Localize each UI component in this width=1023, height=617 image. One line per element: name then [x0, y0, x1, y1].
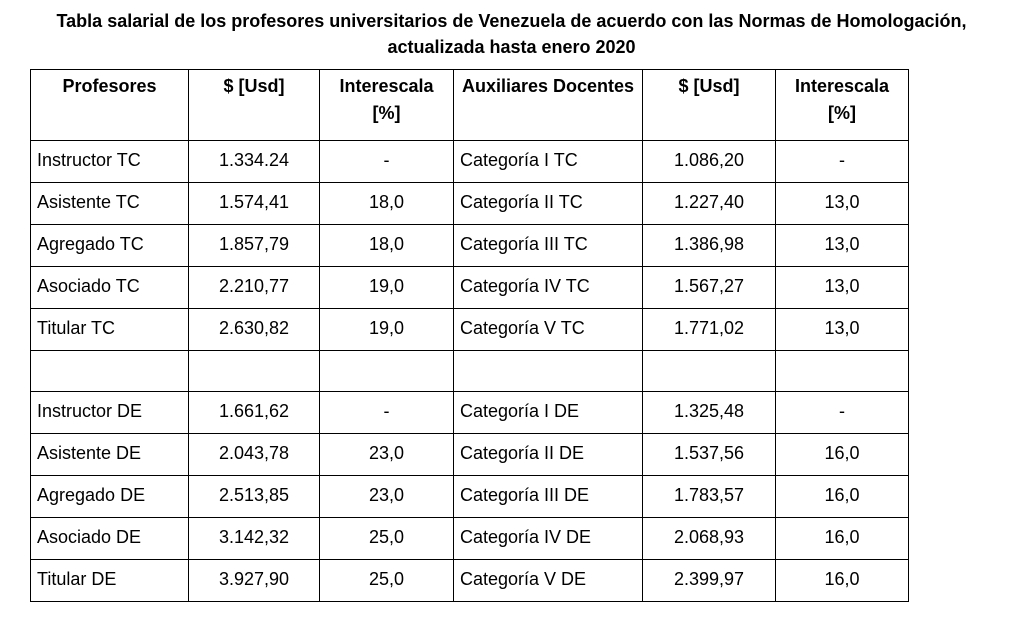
auxiliar-cell: Categoría I TC [453, 140, 643, 183]
table-row: Instructor TC 1.334.24- Categoría I TC 1.08… [30, 140, 909, 183]
profesor-cell: Agregado TC [30, 224, 189, 267]
profesor-interescala-cell: 18,0 [319, 224, 454, 267]
auxiliar-usd-cell: 1.783,57 [642, 475, 776, 518]
profesor-interescala-cell: 19,0 [319, 308, 454, 351]
profesor-interescala-cell: - [319, 391, 454, 434]
profesor-cell: Asociado DE [30, 517, 189, 560]
profesor-interescala-cell: 19,0 [319, 266, 454, 309]
table-header: Profesores $ [Usd] Interescala [%] Auxil… [30, 69, 909, 141]
header-row: Profesores $ [Usd] Interescala [%] Auxil… [30, 69, 909, 141]
profesor-usd-cell: 2.630,82 [188, 308, 320, 351]
profesor-interescala-cell: 23,0 [319, 433, 454, 476]
header-usd-auxiliares: $ [Usd] [642, 69, 776, 141]
auxiliar-interescala-cell [775, 350, 909, 392]
table-body: Instructor TC 1.334.24- Categoría I TC 1.08… [30, 140, 909, 602]
profesor-usd-cell: 2.513,85 [188, 475, 320, 518]
table-row: Asociado DE 3.142,32 25,0 Categoría IV DE 2.… [30, 517, 909, 560]
auxiliar-cell: Categoría III TC [453, 224, 643, 267]
profesor-usd-cell: 1.574,41 [188, 182, 320, 225]
auxiliar-interescala-cell: - [775, 140, 909, 183]
profesor-cell: Titular DE [30, 559, 189, 602]
table-row: Asociado TC 2.210,77 19,0 Categoría IV TC 1.… [30, 266, 909, 309]
profesor-cell: Titular TC [30, 308, 189, 351]
header-auxiliares-docentes: Auxiliares Docentes [453, 69, 643, 141]
auxiliar-cell: Categoría II DE [453, 433, 643, 476]
auxiliar-cell: Categoría V TC [453, 308, 643, 351]
auxiliar-usd-cell: 1.567,27 [642, 266, 776, 309]
profesor-interescala-cell: 23,0 [319, 475, 454, 518]
header-interescala-profesores: Interescala [%] [319, 69, 454, 141]
profesor-usd-cell: 3.927,90 [188, 559, 320, 602]
table-row: Agregado TC 1.857,79 18,0 Categoría III TC 1… [30, 224, 909, 267]
profesor-cell: Asistente TC [30, 182, 189, 225]
profesor-usd-cell: 2.043,78 [188, 433, 320, 476]
auxiliar-usd-cell: 1.227,40 [642, 182, 776, 225]
profesor-interescala-cell: 25,0 [319, 517, 454, 560]
table-row: Titular DE 3.927,90 25,0 Categoría V DE 2.39… [30, 559, 909, 602]
auxiliar-usd-cell: 1.086,20 [642, 140, 776, 183]
auxiliar-usd-cell: 1.537,56 [642, 433, 776, 476]
auxiliar-interescala-cell: 13,0 [775, 308, 909, 351]
auxiliar-usd-cell [642, 350, 776, 392]
header-usd-profesores: $ [Usd] [188, 69, 320, 141]
table-row: Asistente DE 2.043,78 23,0 Categoría II DE 1… [30, 433, 909, 476]
table-row: Titular TC 2.630,82 19,0 Categoría V TC 1.77… [30, 308, 909, 351]
profesor-interescala-cell [319, 350, 454, 392]
profesor-interescala-cell: - [319, 140, 454, 183]
auxiliar-interescala-cell: - [775, 391, 909, 434]
auxiliar-interescala-cell: 13,0 [775, 266, 909, 309]
auxiliar-usd-cell: 1.325,48 [642, 391, 776, 434]
profesor-usd-cell: 2.210,77 [188, 266, 320, 309]
auxiliar-interescala-cell: 16,0 [775, 559, 909, 602]
table-row: Instructor DE 1.661,62- Categoría I DE 1.32… [30, 391, 909, 434]
auxiliar-cell [453, 350, 643, 392]
auxiliar-interescala-cell: 16,0 [775, 517, 909, 560]
profesor-cell: Asociado TC [30, 266, 189, 309]
header-interescala-auxiliares: Interescala [%] [775, 69, 909, 141]
profesor-interescala-cell: 25,0 [319, 559, 454, 602]
profesor-usd-cell [188, 350, 320, 392]
table-row: Agregado DE 2.513,85 23,0 Categoría III DE 1… [30, 475, 909, 518]
profesor-usd-cell: 1.661,62 [188, 391, 320, 434]
salary-table: Profesores $ [Usd] Interescala [%] Auxil… [30, 69, 909, 602]
auxiliar-usd-cell: 1.386,98 [642, 224, 776, 267]
auxiliar-cell: Categoría V DE [453, 559, 643, 602]
profesor-cell: Agregado DE [30, 475, 189, 518]
auxiliar-cell: Categoría II TC [453, 182, 643, 225]
auxiliar-interescala-cell: 16,0 [775, 475, 909, 518]
table-row: Asistente TC 1.574,41 18,0 Categoría II TC 1… [30, 182, 909, 225]
profesor-cell: Asistente DE [30, 433, 189, 476]
profesor-usd-cell: 1.857,79 [188, 224, 320, 267]
title-line-2: actualizada hasta enero 2020 [387, 37, 636, 57]
auxiliar-cell: Categoría I DE [453, 391, 643, 434]
profesor-usd-cell: 1.334.24 [188, 140, 320, 183]
auxiliar-usd-cell: 1.771,02 [642, 308, 776, 351]
table-row [30, 350, 909, 392]
header-profesores: Profesores [30, 69, 189, 141]
auxiliar-interescala-cell: 13,0 [775, 224, 909, 267]
profesor-interescala-cell: 18,0 [319, 182, 454, 225]
auxiliar-interescala-cell: 13,0 [775, 182, 909, 225]
auxiliar-cell: Categoría IV TC [453, 266, 643, 309]
auxiliar-cell: Categoría III DE [453, 475, 643, 518]
auxiliar-interescala-cell: 16,0 [775, 433, 909, 476]
auxiliar-cell: Categoría IV DE [453, 517, 643, 560]
profesor-cell [30, 350, 189, 392]
profesor-usd-cell: 3.142,32 [188, 517, 320, 560]
profesor-cell: Instructor TC [30, 140, 189, 183]
profesor-cell: Instructor DE [30, 391, 189, 434]
auxiliar-usd-cell: 2.068,93 [642, 517, 776, 560]
auxiliar-usd-cell: 2.399,97 [642, 559, 776, 602]
title-line-1: Tabla salarial de los profesores univers… [56, 11, 967, 31]
table-title: Tabla salarial de los profesores univers… [0, 8, 1023, 60]
